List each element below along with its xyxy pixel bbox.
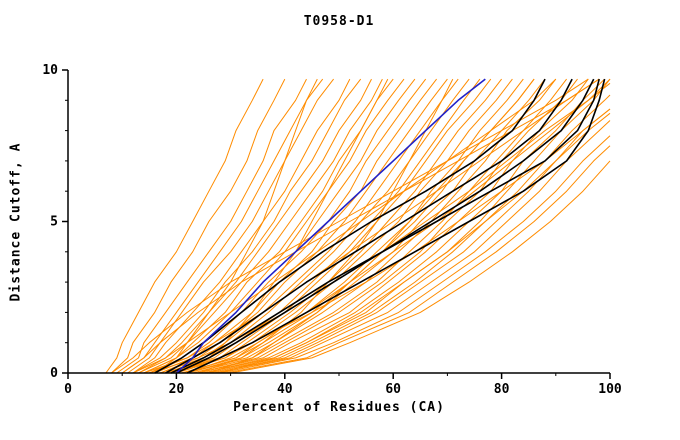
curve-orange-models [170,78,492,374]
curve-black-models [176,78,595,374]
x-tick-label: 0 [64,382,72,397]
curve-orange-models [105,78,264,374]
curve-orange-models [143,78,405,374]
curve-orange-models [230,160,611,374]
curve-orange-models [197,78,454,374]
curve-blue-model [175,78,486,374]
curve-black-models [186,78,606,374]
x-tick-label: 60 [385,382,401,397]
curve-orange-models [176,78,389,374]
curve-orange-models [159,78,459,374]
x-tick-label: 20 [169,382,185,397]
curve-orange-models [214,108,611,374]
curve-orange-models [121,78,600,374]
curve-orange-models [219,135,611,374]
curve-orange-models [132,78,362,374]
x-tick-label: 100 [598,382,622,397]
curve-orange-models [116,78,307,374]
curve-orange-models [149,78,427,374]
y-tick-label: 0 [50,366,58,381]
curve-orange-models [219,112,611,374]
curve-orange-models [203,78,605,374]
curve-orange-models [197,78,578,374]
curve-black-models [154,78,546,374]
curve-orange-models [208,94,611,374]
curve-orange-models [203,78,611,374]
curve-orange-models [192,78,567,374]
curve-orange-models [214,120,611,374]
curve-orange-models [132,78,351,374]
curve-black-models [170,78,600,374]
curve-orange-models [111,78,286,374]
curve-orange-models [181,78,535,374]
curve-orange-models [187,82,611,374]
curve-orange-models [138,78,372,374]
x-tick-label: 40 [277,382,293,397]
curve-orange-models [127,78,334,374]
chart-title: T0958-D1 [303,14,375,29]
curve-orange-models [225,145,611,374]
y-tick-label: 5 [50,215,58,230]
x-axis-label: Percent of Residues (CA) [233,400,445,415]
curve-orange-models [143,78,394,374]
y-tick-label: 10 [42,63,58,78]
curve-orange-models [121,78,324,374]
curve-orange-models [170,78,502,374]
curve-orange-models [132,78,557,374]
curve-black-models [165,78,573,374]
curve-orange-models [143,78,600,374]
curve-orange-models [154,78,318,374]
curve-orange-models [208,78,535,374]
x-tick-label: 80 [494,382,510,397]
curve-orange-models [138,78,383,374]
